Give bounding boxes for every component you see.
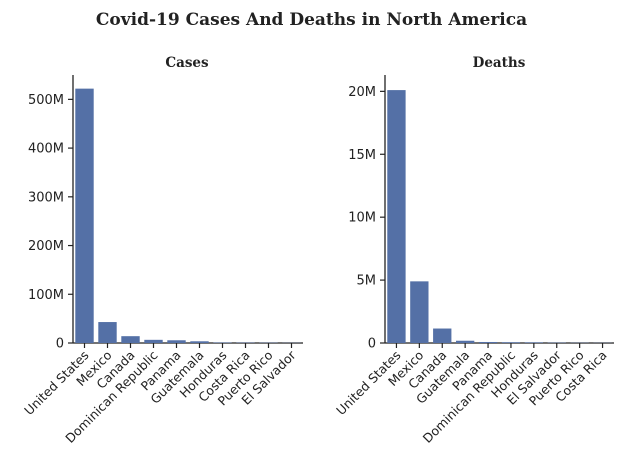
deaths-panel: Deaths United StatesMexicoCanadaGuatemal… — [333, 55, 614, 446]
deaths-bar-dominican-republic — [501, 342, 521, 343]
cases-y-tick-label: 300M — [28, 190, 64, 205]
cases-bar-mexico — [98, 322, 117, 343]
cases-bar-guatemala — [190, 341, 209, 343]
deaths-bar-guatemala — [455, 340, 475, 343]
cases-y-tick-label: 200M — [28, 239, 64, 254]
deaths-y-tick-label: 5M — [357, 274, 377, 289]
cases-bar-canada — [121, 336, 140, 343]
deaths-bar-panama — [478, 341, 498, 343]
deaths-panel-title: Deaths — [473, 55, 526, 71]
cases-panel: Cases United StatesMexicoCanadaDominican… — [21, 55, 303, 446]
cases-panel-title: Cases — [165, 55, 209, 71]
deaths-bar-mexico — [410, 281, 429, 343]
deaths-bar-united-states — [387, 90, 406, 343]
cases-y-tick-label: 100M — [28, 288, 64, 303]
cases-bar-united-states — [75, 88, 94, 343]
cases-bars — [75, 88, 301, 343]
deaths-bar-canada — [433, 328, 452, 343]
cases-y-tick-label: 400M — [28, 142, 64, 157]
deaths-y-tick-label: 10M — [348, 211, 376, 226]
deaths-bars — [387, 90, 612, 343]
cases-y-tick-label: 500M — [28, 93, 64, 108]
chart-title: Covid-19 Cases And Deaths in North Ameri… — [96, 10, 527, 30]
deaths-y-tick-label: 0 — [368, 337, 376, 352]
deaths-ticks: United StatesMexicoCanadaGuatemalaPanama… — [333, 85, 610, 446]
cases-bar-panama — [167, 340, 186, 343]
deaths-y-tick-label: 20M — [348, 85, 376, 100]
cases-bar-dominican-republic — [144, 339, 163, 343]
deaths-bar-honduras — [524, 342, 544, 343]
deaths-y-tick-label: 15M — [348, 148, 376, 163]
cases-y-tick-label: 0 — [56, 337, 64, 352]
